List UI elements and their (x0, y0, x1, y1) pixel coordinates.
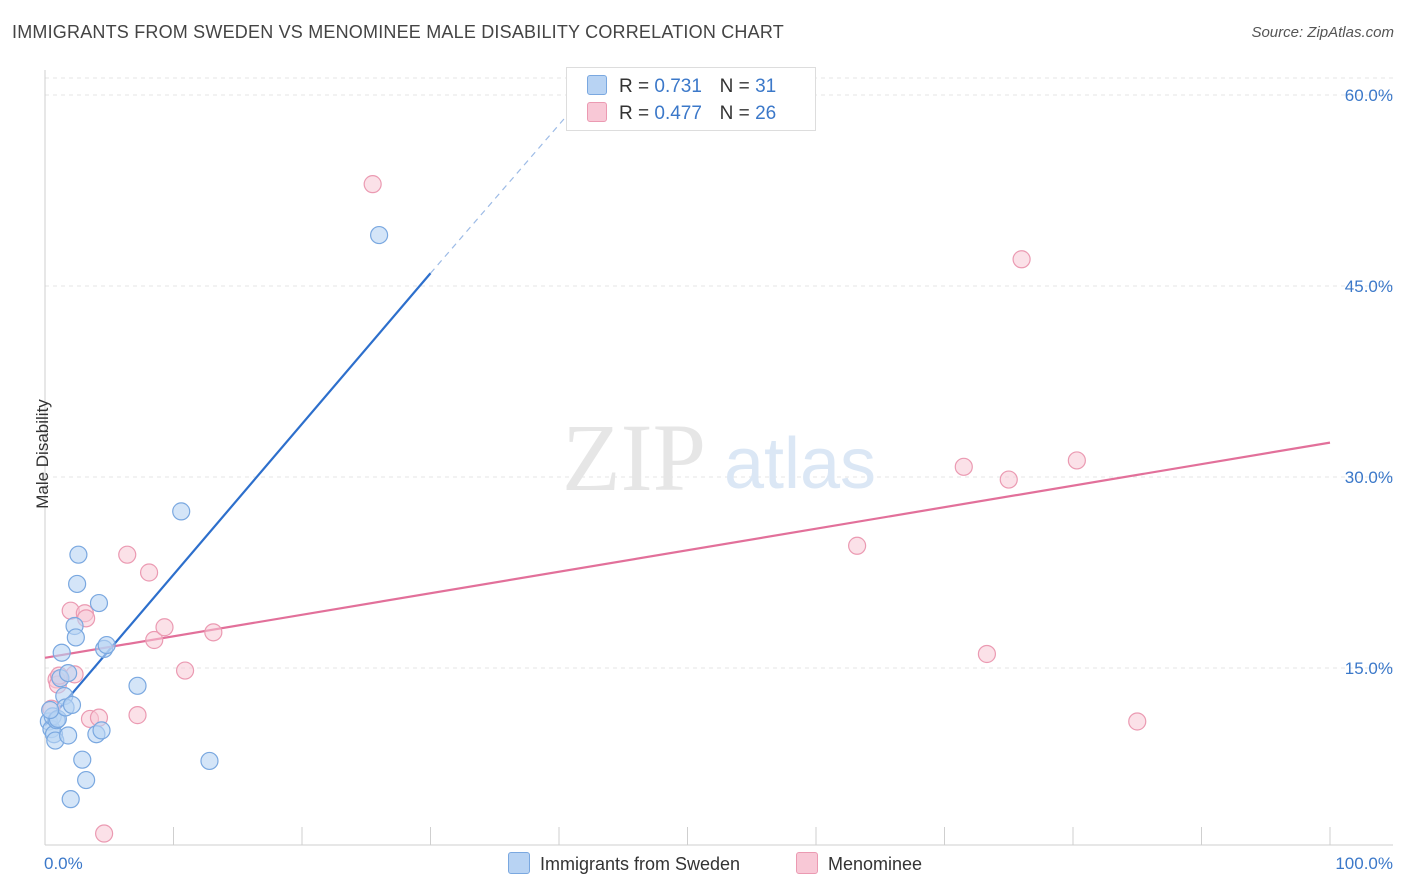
axes (44, 70, 1393, 846)
point-menominee (1067, 451, 1086, 470)
y-axis-label: Male Disability (33, 399, 52, 509)
point-sweden (62, 695, 82, 715)
point-sweden (97, 635, 116, 655)
point-menominee (155, 618, 174, 637)
point-sweden (370, 225, 389, 245)
r-value: 0.477 (654, 103, 702, 124)
legend-item-menominee[interactable]: Menominee (796, 852, 922, 875)
point-sweden (66, 628, 85, 647)
r-label: R = (619, 76, 650, 97)
point-menominee (95, 824, 114, 843)
point-sweden (89, 593, 109, 613)
y-tick-label: 30.0% (1345, 468, 1393, 487)
point-sweden (172, 502, 191, 521)
point-sweden (77, 770, 96, 790)
tick-labels: 15.0% 30.0% 45.0% 60.0% 0.0% 100.0% (44, 86, 1393, 873)
point-menominee (204, 623, 223, 642)
point-menominee (954, 457, 973, 476)
n-value: 26 (755, 103, 777, 124)
legend-label-menominee: Menominee (828, 854, 923, 874)
point-sweden (92, 721, 111, 740)
legend-item-sweden[interactable]: Immigrants from Sweden (508, 852, 740, 875)
menominee-swatch (587, 102, 607, 122)
r-label: R = (619, 103, 650, 124)
y-tick-label: 60.0% (1345, 86, 1393, 105)
point-menominee (977, 644, 997, 664)
data-points (39, 175, 1147, 843)
stats-legend-row-menominee: R = 0.477 N = 26 (587, 102, 776, 128)
legend-swatch-sweden (508, 852, 530, 874)
point-menominee (999, 470, 1018, 489)
point-menominee (139, 563, 159, 582)
point-sweden (61, 790, 80, 809)
y-tick-label: 15.0% (1345, 659, 1393, 678)
point-sweden (52, 643, 71, 662)
trend-line-sweden-extension (430, 94, 586, 274)
point-sweden (59, 726, 78, 745)
watermark-zip: ZIP (562, 404, 706, 511)
point-menominee (128, 706, 147, 725)
point-menominee (363, 175, 382, 194)
chart-title: IMMIGRANTS FROM SWEDEN VS MENOMINEE MALE… (12, 22, 784, 42)
stats-legend-row-sweden: R = 0.731 N = 31 (587, 75, 776, 101)
x-tick-label: 0.0% (44, 854, 83, 873)
point-menominee (145, 630, 164, 650)
point-menominee (175, 661, 195, 680)
stats-legend: R = 0.731 N = 31 R = 0.477 N = 26 (566, 67, 816, 131)
trend-line-menominee (44, 441, 1331, 659)
n-label: N = (719, 76, 750, 97)
n-label: N = (719, 103, 750, 124)
y-tick-label: 45.0% (1345, 277, 1393, 296)
x-tick-label: 100.0% (1335, 854, 1393, 873)
point-menominee (848, 536, 867, 555)
point-sweden (68, 574, 87, 594)
sweden-swatch (587, 75, 607, 95)
legend-swatch-menominee (796, 852, 818, 874)
point-menominee (1128, 712, 1147, 731)
n-value: 31 (755, 76, 777, 97)
legend-label-sweden: Immigrants from Sweden (540, 854, 741, 874)
point-menominee (1012, 250, 1031, 269)
watermark: ZIP atlas (562, 404, 876, 511)
point-sweden (41, 700, 60, 720)
source-label: Source: ZipAtlas.com (1251, 24, 1394, 41)
watermark-atlas: atlas (724, 424, 876, 504)
point-sweden (200, 751, 219, 771)
grid-lines (45, 77, 1393, 669)
point-sweden (59, 663, 78, 683)
point-sweden (73, 750, 92, 769)
point-sweden (69, 545, 88, 564)
point-sweden (128, 676, 147, 695)
point-menominee (118, 545, 137, 564)
r-value: 0.731 (654, 76, 702, 97)
